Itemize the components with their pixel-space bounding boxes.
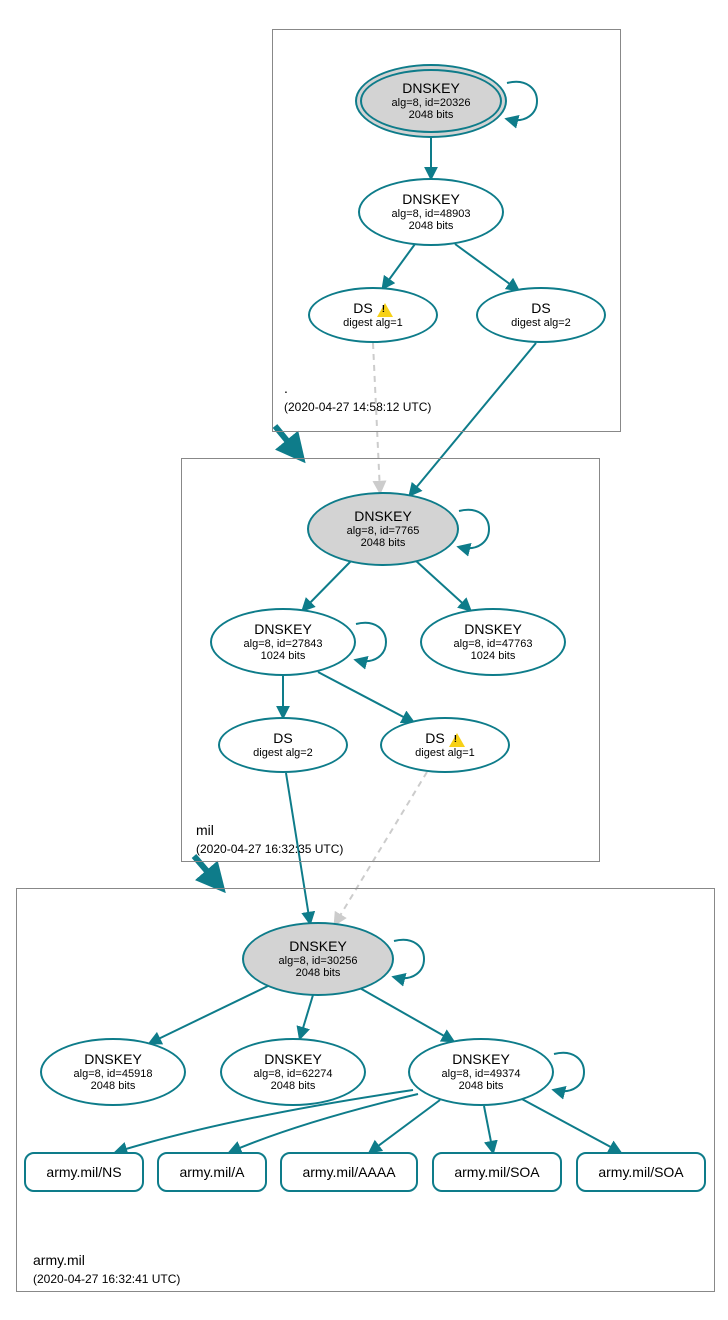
zone-label: army.mil (33, 1252, 85, 1268)
node-army_ksk: DNSKEYalg=8, id=302562048 bits (242, 922, 394, 996)
node-title: DNSKEY (264, 1052, 322, 1067)
node-mil_ksk: DNSKEYalg=8, id=77652048 bits (307, 492, 459, 566)
node-title: DNSKEY (289, 939, 347, 954)
zone-timestamp: (2020-04-27 14:58:12 UTC) (284, 400, 431, 414)
node-mil_zsk1: DNSKEYalg=8, id=278431024 bits (210, 608, 356, 676)
node-army_zsk2: DNSKEYalg=8, id=622742048 bits (220, 1038, 366, 1106)
node-sub2: 2048 bits (409, 109, 454, 121)
node-rec_soa1: army.mil/SOA (432, 1152, 562, 1192)
node-sub1: digest alg=2 (511, 317, 571, 329)
node-title: DNSKEY (254, 622, 312, 637)
node-army_zsk1: DNSKEYalg=8, id=459182048 bits (40, 1038, 186, 1106)
node-title: DNSKEY (452, 1052, 510, 1067)
node-sub2: 2048 bits (409, 220, 454, 232)
record-label: army.mil/A (179, 1164, 244, 1180)
record-label: army.mil/NS (46, 1164, 121, 1180)
node-root_ds2: DSdigest alg=2 (476, 287, 606, 343)
node-sub1: digest alg=1 (343, 317, 403, 329)
node-title: DS (425, 731, 464, 746)
node-mil_zsk2: DNSKEYalg=8, id=477631024 bits (420, 608, 566, 676)
node-sub1: alg=8, id=48903 (392, 208, 471, 220)
node-mil_ds2: DSdigest alg=2 (218, 717, 348, 773)
zone-timestamp: (2020-04-27 16:32:35 UTC) (196, 842, 343, 856)
node-rec_ns: army.mil/NS (24, 1152, 144, 1192)
node-army_zsk3: DNSKEYalg=8, id=493742048 bits (408, 1038, 554, 1106)
node-title: DS (531, 301, 550, 316)
node-rec_soa2: army.mil/SOA (576, 1152, 706, 1192)
warning-icon (377, 303, 393, 317)
zone-label: mil (196, 822, 214, 838)
record-label: army.mil/SOA (598, 1164, 683, 1180)
node-sub1: digest alg=2 (253, 747, 313, 759)
node-title: DNSKEY (84, 1052, 142, 1067)
node-sub1: alg=8, id=47763 (454, 638, 533, 650)
node-sub1: alg=8, id=62274 (254, 1068, 333, 1080)
node-title: DS (273, 731, 292, 746)
zone-label: . (284, 380, 288, 396)
record-label: army.mil/SOA (454, 1164, 539, 1180)
node-sub2: 2048 bits (459, 1080, 504, 1092)
node-sub1: alg=8, id=20326 (392, 97, 471, 109)
node-root_zsk: DNSKEYalg=8, id=489032048 bits (358, 178, 504, 246)
node-title: DNSKEY (402, 81, 460, 96)
node-sub2: 2048 bits (296, 967, 341, 979)
node-sub1: alg=8, id=7765 (347, 525, 420, 537)
node-rec_aaaa: army.mil/AAAA (280, 1152, 418, 1192)
node-title: DNSKEY (402, 192, 460, 207)
node-sub1: alg=8, id=30256 (279, 955, 358, 967)
node-rec_a: army.mil/A (157, 1152, 267, 1192)
node-sub2: 2048 bits (91, 1080, 136, 1092)
node-root_ds1: DSdigest alg=1 (308, 287, 438, 343)
node-root_ksk: DNSKEYalg=8, id=203262048 bits (355, 64, 507, 138)
node-sub2: 1024 bits (261, 650, 306, 662)
node-sub1: alg=8, id=27843 (244, 638, 323, 650)
node-sub1: digest alg=1 (415, 747, 475, 759)
record-label: army.mil/AAAA (302, 1164, 395, 1180)
node-title: DNSKEY (464, 622, 522, 637)
node-title: DS (353, 301, 392, 316)
node-title: DNSKEY (354, 509, 412, 524)
node-sub2: 1024 bits (471, 650, 516, 662)
node-sub2: 2048 bits (271, 1080, 316, 1092)
node-sub1: alg=8, id=49374 (442, 1068, 521, 1080)
node-mil_ds1: DSdigest alg=1 (380, 717, 510, 773)
warning-icon (449, 733, 465, 747)
zone-timestamp: (2020-04-27 16:32:41 UTC) (33, 1272, 180, 1286)
node-sub1: alg=8, id=45918 (74, 1068, 153, 1080)
node-sub2: 2048 bits (361, 537, 406, 549)
